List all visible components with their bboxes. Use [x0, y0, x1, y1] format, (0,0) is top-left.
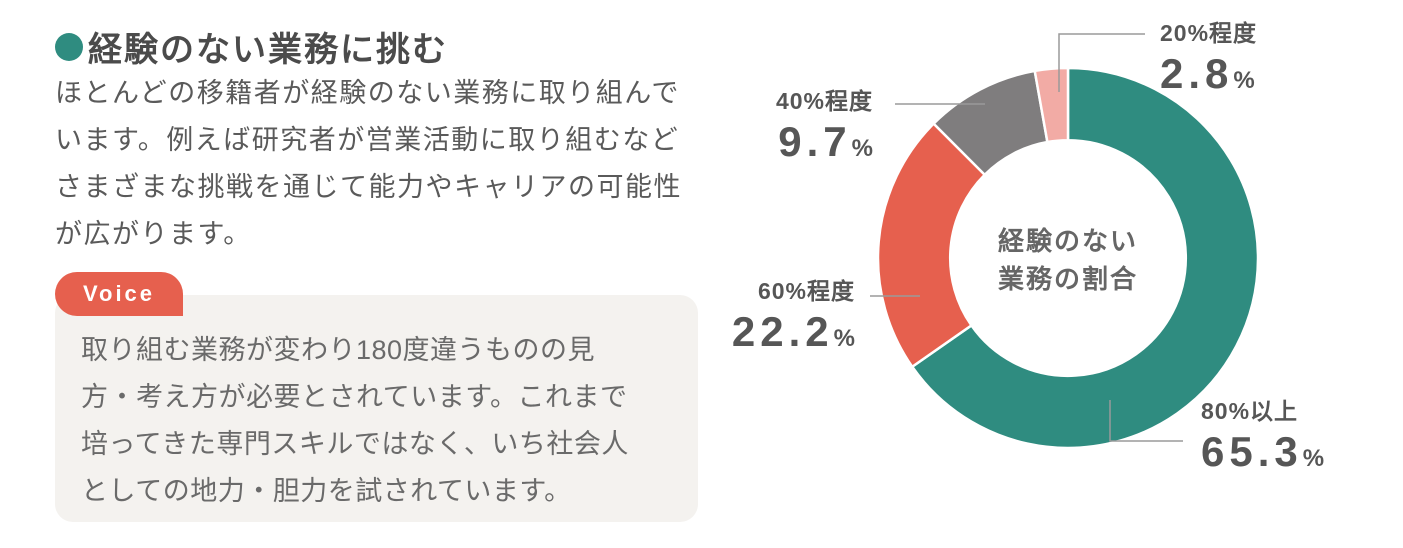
segment-value: 22.2 — [731, 308, 834, 355]
segment-label-80pct: 80%以上 65.3% — [1201, 392, 1324, 476]
segment-label-40pct: 40%程度 9.7% — [776, 82, 873, 166]
voice-quote-box: 取り組む業務が変わり180度違うものの見 方・考え方が必要とされています。これま… — [55, 295, 698, 522]
segment-unit: % — [851, 135, 873, 162]
segment-unit: % — [1233, 67, 1255, 94]
intro-paragraph: ほとんどの移籍者が経験のない業務に取り組んで います。例えば研究者が営業活動に取… — [55, 70, 735, 258]
donut-chart-area: 経験のない 業務の割合 20%程度 2.8% 40%程度 9.7% 60%程度 … — [730, 0, 1403, 548]
segment-value: 65.3 — [1201, 428, 1303, 475]
intro-line: が広がります。 — [55, 219, 252, 249]
donut-center-label: 経験のない 業務の割合 — [968, 222, 1168, 298]
donut-center-line: 経験のない — [997, 226, 1138, 256]
voice-line: としての地力・胆力を試されています。 — [81, 476, 572, 506]
segment-category: 20%程度 — [1160, 20, 1258, 46]
intro-line: います。例えば研究者が営業活動に取り組むなど — [55, 125, 680, 155]
intro-line: ほとんどの移籍者が経験のない業務に取り組んで — [55, 78, 680, 108]
leader-line-20pct — [1058, 33, 1145, 92]
segment-unit: % — [1302, 445, 1325, 472]
segment-label-20pct: 20%程度 2.8% — [1160, 14, 1257, 98]
donut-segment-80%以上 — [910, 66, 1260, 450]
segment-unit: % — [833, 325, 855, 352]
segment-value: 2.8 — [1160, 50, 1234, 97]
segment-category: 60%程度 — [757, 278, 855, 304]
voice-line: 方・考え方が必要とされています。これまで — [81, 382, 628, 412]
section-title-row: 経験のない業務に挑む — [55, 22, 448, 71]
donut-chart-svg — [870, 33, 1260, 450]
intro-line: さまざまな挑戦を通じて能力やキャリアの可能性 — [55, 172, 682, 202]
voice-badge: Voice — [55, 272, 183, 316]
segment-category: 80%以上 — [1201, 398, 1299, 424]
voice-line: 培ってきた専門スキルではなく、いち社会人 — [81, 429, 629, 459]
voice-line: 取り組む業務が変わり180度違うものの見 — [81, 335, 596, 365]
leader-line-80pct — [1109, 400, 1183, 442]
segment-value: 9.7 — [778, 118, 852, 165]
donut-segment-60%程度 — [876, 121, 987, 369]
teal-bullet-icon — [55, 32, 83, 61]
segment-label-60pct: 60%程度 22.2% — [732, 272, 855, 356]
donut-center-line: 業務の割合 — [997, 264, 1138, 294]
page-title: 経験のない業務に挑む — [88, 31, 448, 69]
segment-category: 40%程度 — [775, 88, 873, 114]
